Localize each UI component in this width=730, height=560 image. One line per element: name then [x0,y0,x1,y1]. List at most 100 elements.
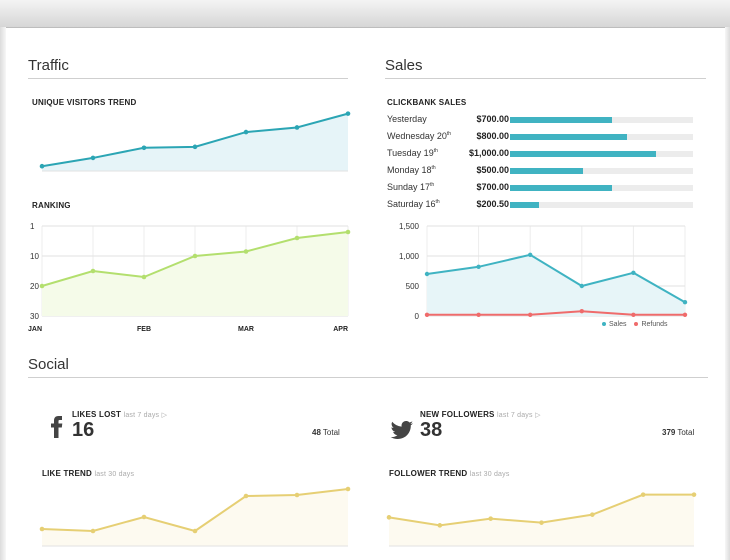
clickbank-row-amount: $1,000.00 [468,148,509,158]
clickbank-row-day: Monday 18th [387,165,436,175]
like-trend-point-4 [243,493,249,499]
clickbank-row-day: Wednesday 20th [387,131,452,141]
ranking-x-tick-feb: FEB [137,326,151,333]
sales-y-tick-3: 1,500 [399,222,420,231]
sales-point-2 [528,252,533,257]
clickbank-sales-title: CLICKBANK SALES [387,98,467,107]
ranking-point-1 [90,268,96,274]
window-left-edge [0,27,6,560]
follower-trend-period: last 30 days [469,471,510,478]
likes-lost-count: 16 [72,419,95,441]
new-followers-period: last 7 days [497,412,533,419]
refunds-legend-label: Refunds [641,321,668,328]
sales-divider [385,78,706,79]
ranking-x-tick-jan: JAN [28,326,42,333]
like-trend-period: last 30 days [94,471,135,478]
traffic-divider [28,78,348,79]
clickbank-bar-fill [510,151,657,157]
clickbank-bar-track [510,151,693,157]
refunds-point-3 [579,309,584,314]
traffic-section-title: Traffic [28,57,69,74]
like-trend-point-0 [39,526,45,532]
sales-point-5 [682,300,688,305]
clickbank-bar-track [510,185,693,191]
clickbank-row: Wednesday 20th $800.00 [387,131,697,143]
clickbank-row-day: Tuesday 19th [387,148,438,158]
ranking-title: RANKING [32,201,71,210]
refunds-legend-dot [634,322,639,327]
ranking-point-6 [345,229,351,235]
clickbank-bar-track [510,134,693,140]
like-trend-chart [39,486,351,547]
follower-trend-point-2 [488,516,493,521]
sales-legend-dot [602,322,606,327]
ranking-point-4 [243,249,249,254]
visitors-point-1 [90,155,96,161]
clickbank-bar-fill [510,134,628,140]
clickbank-row: Tuesday 19th $1,000.00 [387,148,697,160]
visitors-point-2 [141,145,147,151]
likes-total: 48 Total [312,428,340,437]
refunds-line [427,310,685,316]
clickbank-bar-track [510,117,693,123]
ranking-point-0 [39,283,45,289]
follower-trend-point-6 [691,492,697,497]
clickbank-row-amount: $800.00 [476,131,509,141]
follower-trend-area [389,494,694,546]
new-followers-arrow-icon[interactable]: ▷ [535,412,541,419]
window-right-edge [725,27,730,560]
likes-lost-period: last 7 days [123,412,160,419]
clickbank-bar-fill [510,185,613,191]
day-suffix: th [446,131,452,137]
clickbank-bar-track [510,202,693,208]
ranking-x-tick-apr: APR [333,326,348,333]
sales-point-3 [579,283,584,289]
like-trend-point-2 [141,514,147,520]
sales-y-tick-2: 1,000 [399,252,420,261]
sales-point-0 [424,271,430,277]
sales-section-title: Sales [385,57,423,74]
ranking-chart: 1 10 20 30 JAN FEB MAR APR [28,222,351,333]
day-suffix: th [430,182,435,188]
followers-total: 379 Total [662,428,694,437]
like-trend-point-1 [90,528,96,534]
sales-y-tick-1: 500 [406,282,420,291]
sales-area [427,254,685,316]
sales-chart-legend: Sales Refunds [596,321,668,328]
follower-trend-label: FOLLOWER TREND [389,469,468,478]
clickbank-row: Saturday 16th $200.50 [387,199,697,211]
likes-lost-arrow-icon[interactable]: ▷ [161,412,168,419]
follower-trend-title: FOLLOWER TREND last 30 days [389,469,510,478]
ranking-x-tick-mar: MAR [238,326,254,333]
clickbank-row-amount: $700.00 [476,114,509,124]
facebook-icon [51,416,63,438]
clickbank-bar-fill [510,117,613,123]
like-trend-area [42,489,348,546]
likes-lost-label: LIKES LOST [72,410,122,419]
clickbank-row-amount: $700.00 [476,182,509,192]
follower-trend-point-3 [539,520,544,525]
ranking-y-tick-1: 10 [30,252,39,261]
ranking-y-tick-3: 30 [30,312,39,321]
clickbank-row-amount: $500.00 [476,165,509,175]
ranking-point-2 [141,274,147,280]
follower-trend-point-5 [640,492,646,497]
clickbank-bar-track [510,168,693,174]
day-suffix: th [433,148,438,154]
visitors-point-6 [345,111,351,116]
follower-trend-point-1 [437,523,443,528]
new-followers-title: NEW FOLLOWERS last 7 days ▷ [420,410,541,419]
likes-total-value: 48 [312,428,321,437]
new-followers-label: NEW FOLLOWERS [420,410,495,419]
clickbank-bar-fill [510,202,540,208]
clickbank-row-day: Sunday 17th [387,182,435,192]
refunds-point-2 [528,312,533,317]
followers-total-label: Total [677,428,695,437]
refunds-point-0 [424,312,430,317]
like-trend-title: LIKE TREND last 30 days [42,469,134,478]
clickbank-row-amount: $200.50 [476,199,509,209]
ranking-y-tick-2: 20 [30,282,39,291]
ranking-area [42,232,348,316]
sales-line [426,253,686,304]
follower-trend-point-0 [386,515,392,520]
